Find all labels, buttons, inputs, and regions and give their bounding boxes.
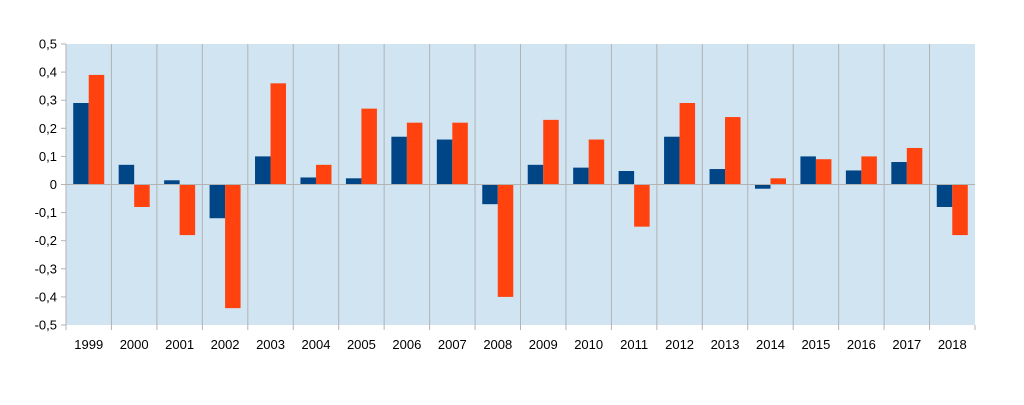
bar-series-1-2013 (709, 169, 726, 185)
bar-series-1-2007 (436, 139, 453, 185)
x-tick-label: 2002 (211, 337, 240, 352)
x-tick-label: 2012 (665, 337, 694, 352)
y-tick-label: -0,2 (35, 233, 57, 248)
bar-series-1-2010 (573, 167, 589, 185)
x-tick-label: 2018 (938, 337, 967, 352)
x-tick-label: 2015 (801, 337, 830, 352)
bar-series-2-2015 (815, 159, 832, 185)
bar-series-2-2000 (134, 184, 150, 207)
x-tick-label: 2014 (756, 337, 785, 352)
bar-series-2-2009 (543, 119, 559, 185)
bar-series-2-2005 (361, 108, 377, 185)
bar-series-2-2012 (679, 103, 696, 185)
bar-series-2-2018 (952, 184, 968, 236)
y-tick-label: 0,3 (39, 93, 57, 108)
bar-series-1-2014 (754, 184, 771, 189)
x-tick-label: 2004 (302, 337, 331, 352)
x-tick-label: 2017 (892, 337, 921, 352)
bar-series-1-2003 (255, 156, 271, 185)
x-tick-label: 2003 (256, 337, 285, 352)
y-tick-label: 0,5 (39, 37, 57, 52)
x-tick-label: 2011 (620, 337, 648, 352)
y-tick-label: -0,3 (35, 261, 57, 276)
bar-series-2-2001 (179, 184, 196, 236)
bar-series-1-2006 (391, 136, 407, 185)
bar-series-1-2015 (800, 156, 816, 185)
bar-series-1-2005 (345, 178, 362, 185)
bar-series-1-2012 (664, 136, 680, 185)
y-tick-label: -0,1 (35, 205, 57, 220)
bar-series-2-2003 (270, 83, 287, 185)
bar-series-1-2000 (118, 164, 135, 185)
bars-layer (73, 74, 968, 309)
axis-layer (61, 43, 976, 330)
x-tick-label: 2008 (483, 337, 512, 352)
bar-series-2-2017 (906, 147, 923, 185)
bar-series-1-2002 (209, 184, 226, 219)
bar-series-1-2004 (300, 177, 316, 185)
bar-series-2-2016 (861, 156, 877, 185)
x-tick-label: 2001 (165, 337, 194, 352)
labels-layer: 0,5 0,4 0,3 0,2 0,1 0 -0,1 -0,2 -0,3 -0,4 -0,5 1999… (35, 37, 967, 353)
bar-series-1-2018 (936, 184, 953, 207)
y-tick-label: -0,5 (35, 318, 57, 333)
bar-series-2-1999 (88, 74, 105, 185)
bar-series-1-2016 (845, 170, 862, 185)
x-tick-label: 2005 (347, 337, 376, 352)
bar-series-2-2002 (225, 184, 241, 309)
x-tick-label: 2009 (529, 337, 558, 352)
bar-series-2-2010 (588, 139, 605, 185)
x-tick-label: 2013 (711, 337, 740, 352)
bar-series-2-2006 (406, 122, 423, 185)
y-tick-label: 0,4 (39, 65, 57, 80)
bar-series-2-2004 (315, 164, 332, 185)
bar-series-2-2008 (497, 184, 514, 297)
y-tick-label: 0,1 (39, 149, 57, 164)
x-tick-label: 2006 (392, 337, 421, 352)
y-tick-label: 0,2 (39, 121, 57, 136)
bar-series-1-1999 (73, 103, 89, 185)
y-tick-label: -0,4 (35, 289, 57, 304)
bar-series-1-2001 (164, 180, 180, 185)
x-tick-label: 2016 (847, 337, 876, 352)
bar-series-2-2014 (770, 178, 786, 185)
y-tick-label: 0 (50, 177, 57, 192)
bar-series-1-2009 (527, 164, 544, 185)
bar-series-1-2008 (482, 184, 498, 205)
bar-series-2-2013 (725, 117, 741, 185)
x-tick-label: 2000 (120, 337, 149, 352)
x-tick-label: 1999 (74, 337, 103, 352)
x-tick-label: 2007 (438, 337, 467, 352)
bar-series-2-2011 (634, 184, 650, 227)
bar-series-2-2007 (452, 122, 468, 185)
bar-series-1-2017 (891, 162, 907, 185)
x-tick-label: 2010 (574, 337, 603, 352)
bar-series-1-2011 (618, 171, 635, 185)
